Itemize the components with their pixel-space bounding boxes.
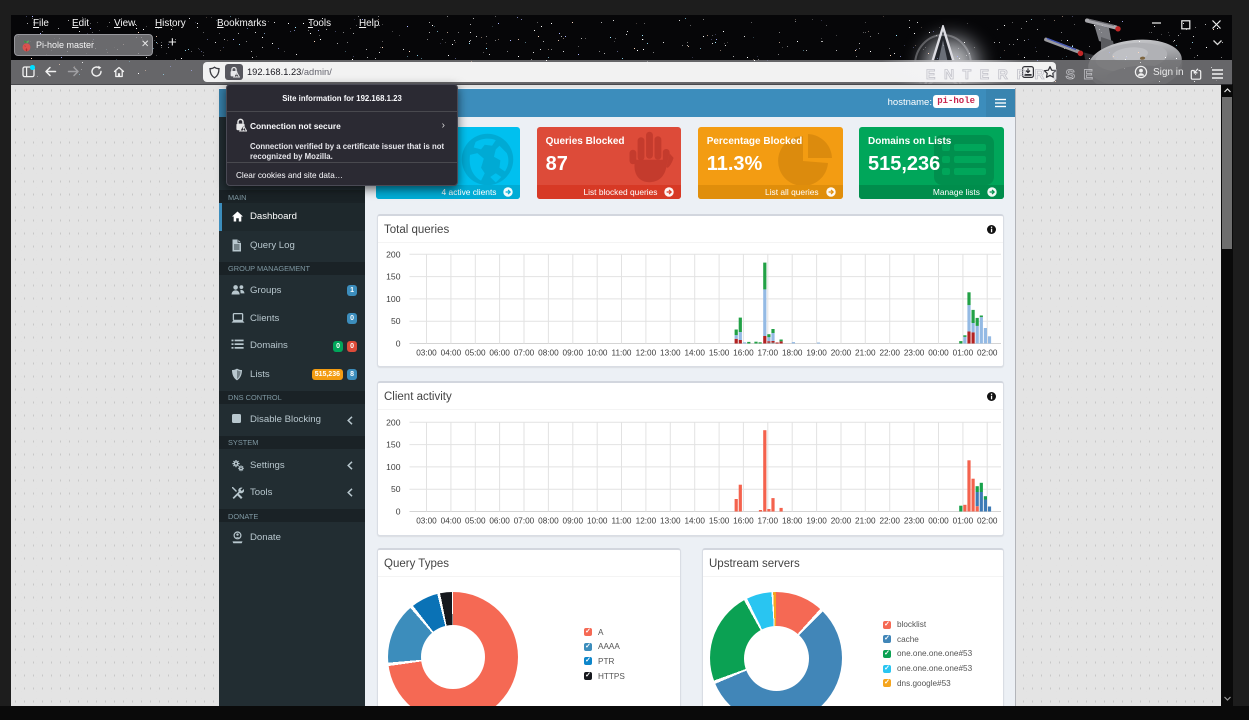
svg-text:04:00: 04:00 — [440, 517, 461, 526]
svg-text:00:00: 00:00 — [928, 349, 949, 358]
svg-text:06:00: 06:00 — [489, 349, 510, 358]
svg-text:12:00: 12:00 — [635, 349, 656, 358]
svg-text:200: 200 — [386, 417, 401, 427]
svg-text:100: 100 — [386, 294, 401, 304]
svg-text:21:00: 21:00 — [855, 349, 876, 358]
svg-text:03:00: 03:00 — [416, 517, 437, 526]
svg-text:05:00: 05:00 — [465, 349, 486, 358]
svg-text:14:00: 14:00 — [684, 349, 705, 358]
svg-text:11:00: 11:00 — [611, 517, 631, 526]
svg-text:05:00: 05:00 — [465, 517, 486, 526]
svg-text:12:00: 12:00 — [635, 517, 656, 526]
svg-text:08:00: 08:00 — [538, 517, 559, 526]
svg-text:21:00: 21:00 — [855, 517, 876, 526]
svg-text:150: 150 — [386, 440, 401, 450]
svg-text:20:00: 20:00 — [830, 517, 851, 526]
svg-text:200: 200 — [386, 249, 401, 259]
svg-text:02:00: 02:00 — [976, 517, 997, 526]
svg-text:09:00: 09:00 — [562, 349, 583, 358]
svg-text:13:00: 13:00 — [660, 349, 681, 358]
svg-text:0: 0 — [395, 339, 400, 349]
svg-text:08:00: 08:00 — [538, 349, 559, 358]
svg-text:03:00: 03:00 — [416, 349, 437, 358]
svg-text:23:00: 23:00 — [903, 517, 924, 526]
svg-text:22:00: 22:00 — [879, 517, 900, 526]
svg-text:18:00: 18:00 — [781, 517, 802, 526]
svg-text:02:00: 02:00 — [976, 349, 997, 358]
svg-text:01:00: 01:00 — [952, 349, 973, 358]
svg-text:50: 50 — [390, 316, 400, 326]
svg-text:0: 0 — [395, 507, 400, 517]
svg-text:17:00: 17:00 — [757, 349, 778, 358]
svg-text:13:00: 13:00 — [660, 517, 681, 526]
svg-text:18:00: 18:00 — [781, 349, 802, 358]
svg-text:19:00: 19:00 — [806, 349, 827, 358]
svg-text:14:00: 14:00 — [684, 517, 705, 526]
svg-text:50: 50 — [390, 484, 400, 494]
svg-text:100: 100 — [386, 462, 401, 472]
svg-text:150: 150 — [386, 272, 401, 282]
svg-text:10:00: 10:00 — [586, 517, 607, 526]
svg-text:22:00: 22:00 — [879, 349, 900, 358]
svg-text:11:00: 11:00 — [611, 349, 631, 358]
svg-text:15:00: 15:00 — [708, 517, 729, 526]
svg-text:09:00: 09:00 — [562, 517, 583, 526]
svg-text:06:00: 06:00 — [489, 517, 510, 526]
svg-text:17:00: 17:00 — [757, 517, 778, 526]
svg-text:07:00: 07:00 — [513, 517, 534, 526]
svg-text:23:00: 23:00 — [903, 349, 924, 358]
svg-text:15:00: 15:00 — [708, 349, 729, 358]
svg-text:01:00: 01:00 — [952, 517, 973, 526]
svg-text:00:00: 00:00 — [928, 517, 949, 526]
svg-text:07:00: 07:00 — [513, 349, 534, 358]
svg-text:04:00: 04:00 — [440, 349, 461, 358]
svg-text:16:00: 16:00 — [733, 349, 754, 358]
svg-text:19:00: 19:00 — [806, 517, 827, 526]
svg-text:20:00: 20:00 — [830, 349, 851, 358]
svg-text:16:00: 16:00 — [733, 517, 754, 526]
svg-text:10:00: 10:00 — [586, 349, 607, 358]
